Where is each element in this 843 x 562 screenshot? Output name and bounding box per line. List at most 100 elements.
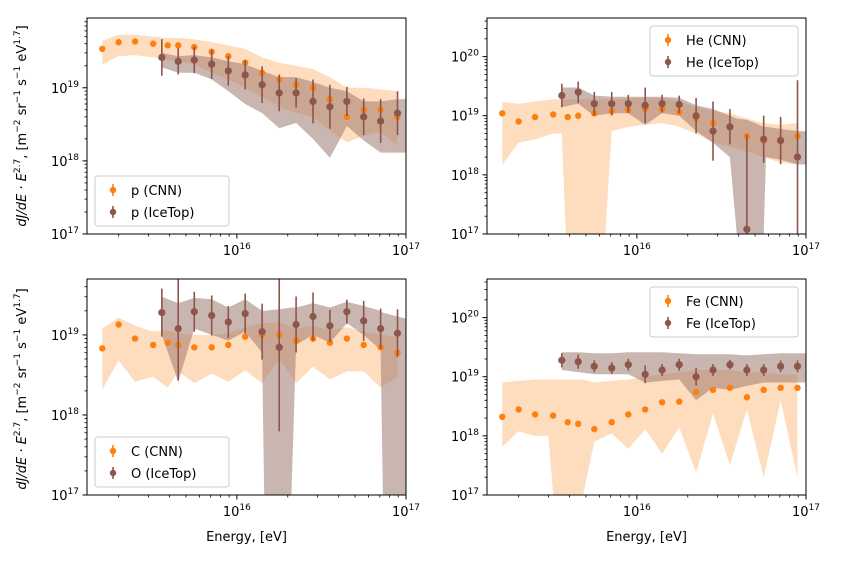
data-point-brown bbox=[760, 135, 768, 143]
y-tick-label: 1019 bbox=[51, 327, 79, 344]
data-point-orange bbox=[225, 53, 232, 60]
data-point-orange bbox=[564, 113, 571, 121]
data-point-brown bbox=[641, 101, 649, 109]
data-point-brown bbox=[777, 136, 785, 145]
data-point-brown bbox=[241, 309, 249, 318]
y-tick-label: 1019 bbox=[451, 369, 479, 386]
data-point-orange bbox=[131, 335, 139, 342]
data-point-brown bbox=[574, 358, 582, 366]
legend-entry: Fe (IceTop) bbox=[686, 317, 756, 332]
legend: He (CNN) He (IceTop) bbox=[649, 25, 799, 77]
data-point-orange bbox=[164, 339, 171, 346]
svg-text:dJ/dE · E2.7, [m−2 sr−1 s−1 eV: dJ/dE · E2.7, [m−2 sr−1 s−1 eV1.7] bbox=[13, 25, 30, 226]
ylabel-units-exp2-2: −1 bbox=[13, 353, 23, 366]
data-point-brown bbox=[360, 113, 368, 121]
data-point-orange bbox=[549, 412, 557, 419]
data-point-brown bbox=[360, 317, 368, 325]
ylabel-units-open-2: , [m bbox=[15, 396, 30, 422]
x-tick-label: 1017 bbox=[792, 242, 820, 259]
ylabel-units-mid3-2: eV bbox=[15, 308, 30, 329]
data-point-brown bbox=[309, 97, 317, 106]
y-tick-label: 1017 bbox=[51, 487, 79, 504]
data-point-brown bbox=[726, 361, 734, 369]
legend: p (CNN) p (IceTop) bbox=[94, 175, 230, 227]
data-point-brown bbox=[343, 97, 351, 106]
data-point-brown bbox=[292, 89, 300, 97]
svg-text:dJ/dE · E2.7, [m−2 sr−1 s−1 eV: dJ/dE · E2.7, [m−2 sr−1 s−1 eV1.7] bbox=[13, 288, 30, 489]
x-tick-label: 1017 bbox=[392, 242, 420, 259]
data-point-brown bbox=[743, 366, 751, 374]
y-tick-label: 1018 bbox=[51, 153, 79, 170]
data-point-orange bbox=[531, 411, 539, 418]
data-point-orange bbox=[591, 425, 598, 433]
axes-frame bbox=[486, 17, 807, 235]
x-tick-label: 1016 bbox=[223, 242, 251, 259]
ylabel-units-exp2: −1 bbox=[13, 90, 23, 103]
legend-entry: He (IceTop) bbox=[686, 56, 759, 71]
ylabel-units-exp4-2: 1.7 bbox=[13, 293, 23, 307]
panel-bottom-right: 1016 1017 1017 1018 1019 1020 Energy, [eV] Fe (… bbox=[451, 278, 820, 545]
plot-area-bottom-right bbox=[499, 352, 806, 495]
y-tick-label: 1018 bbox=[51, 407, 79, 424]
data-point-orange bbox=[326, 339, 334, 346]
data-point-brown bbox=[608, 364, 616, 372]
y-tick-label: 1019 bbox=[451, 108, 479, 125]
data-point-brown bbox=[760, 366, 768, 374]
data-point-brown bbox=[726, 123, 734, 131]
data-point-orange bbox=[575, 112, 582, 119]
legend-entry: C (CNN) bbox=[131, 445, 183, 460]
y-tick-label: 1018 bbox=[451, 428, 479, 445]
x-tick-label: 1017 bbox=[392, 503, 420, 520]
data-point-brown bbox=[641, 370, 649, 378]
axes-frame bbox=[86, 278, 407, 496]
data-point-orange bbox=[549, 111, 557, 118]
data-point-orange bbox=[692, 388, 700, 396]
data-point-orange bbox=[343, 335, 351, 342]
legend-entry: p (CNN) bbox=[131, 184, 182, 199]
ylabel-units-exp1: −2 bbox=[13, 120, 23, 133]
data-point-brown bbox=[675, 100, 683, 109]
data-point-orange bbox=[191, 344, 198, 351]
data-point-orange bbox=[115, 321, 122, 328]
legend-marker-dot bbox=[109, 469, 117, 477]
plot-area-bottom-left bbox=[99, 279, 406, 495]
data-point-orange bbox=[726, 384, 734, 392]
ylabel-units-exp1-2: −2 bbox=[13, 383, 23, 396]
data-point-orange bbox=[575, 420, 582, 428]
ylabel-exp-2: 2.7 bbox=[13, 422, 23, 436]
data-point-brown bbox=[675, 361, 683, 369]
data-point-brown bbox=[743, 225, 751, 233]
ylabel-units-exp3: −1 bbox=[13, 66, 23, 79]
data-point-brown bbox=[709, 127, 717, 135]
data-point-orange bbox=[115, 39, 122, 46]
ylabel-units-mid1: sr bbox=[15, 103, 30, 120]
data-point-orange bbox=[531, 113, 539, 121]
data-point-brown bbox=[624, 361, 632, 369]
panel-bottom-left: 1016 1017 1017 1018 1019 Energy, [eV] C (CNN) O… bbox=[51, 278, 420, 545]
band-brown-1 bbox=[561, 352, 806, 401]
data-point-brown bbox=[224, 318, 232, 326]
legend-box bbox=[94, 175, 230, 227]
ylabel-units-mid2-2: s bbox=[15, 342, 30, 353]
data-point-brown bbox=[658, 366, 666, 374]
legend-entry: O (IceTop) bbox=[131, 467, 196, 482]
data-point-brown bbox=[258, 328, 266, 336]
data-point-brown bbox=[658, 100, 666, 108]
legend-box bbox=[649, 25, 799, 77]
data-point-brown bbox=[190, 56, 198, 64]
y-tick-label: 1017 bbox=[51, 226, 79, 243]
data-point-brown bbox=[709, 366, 717, 374]
data-point-brown bbox=[258, 81, 266, 89]
data-point-orange bbox=[208, 344, 215, 351]
ylabel-units-mid1-2: sr bbox=[15, 366, 30, 383]
data-point-brown bbox=[275, 89, 283, 97]
legend-marker-dot bbox=[664, 58, 672, 66]
data-point-brown bbox=[309, 312, 317, 321]
y-tick-label: 1017 bbox=[451, 487, 479, 504]
data-point-orange bbox=[760, 386, 767, 394]
band-orange-0 bbox=[502, 370, 798, 495]
data-point-brown bbox=[224, 67, 232, 75]
band-brown-1 bbox=[161, 52, 406, 158]
data-point-brown bbox=[377, 325, 385, 333]
data-point-brown bbox=[793, 362, 802, 370]
